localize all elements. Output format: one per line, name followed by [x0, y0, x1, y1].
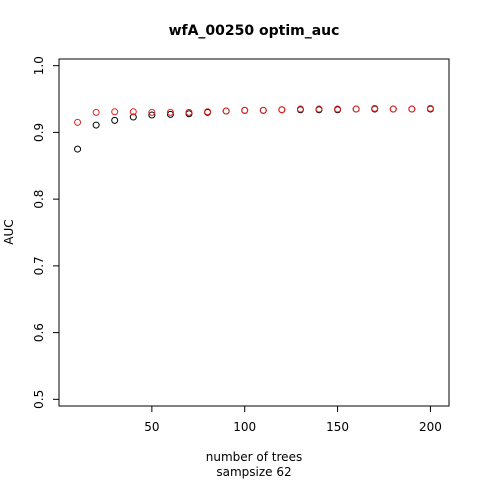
data-point-series-2: [371, 104, 379, 112]
x-axis-label: number of trees: [206, 450, 302, 464]
data-point-series-2: [296, 105, 304, 113]
y-tick-label: 0.7: [32, 256, 46, 275]
data-point-series-1: [74, 145, 82, 153]
data-point-series-2: [166, 108, 174, 116]
data-point-series-2: [259, 106, 267, 114]
x-axis-sublabel: sampsize 62: [216, 465, 291, 479]
y-tick-label: 0.6: [32, 323, 46, 342]
data-point-series-2: [352, 105, 360, 113]
data-point-series-2: [315, 105, 323, 113]
x-axis: 50 100 150 200: [144, 406, 442, 434]
x-tick-label: 200: [419, 420, 442, 434]
x-tick-label: 150: [326, 420, 349, 434]
data-point-series-2: [426, 104, 434, 112]
data-point-series-1: [129, 113, 137, 121]
data-point-series-2: [185, 108, 193, 116]
x-tick-label: 100: [233, 420, 256, 434]
data-point-series-2: [92, 108, 100, 116]
data-points: [74, 104, 434, 153]
data-point-series-2: [408, 105, 416, 113]
data-point-series-1: [166, 110, 174, 118]
data-point-series-2: [148, 108, 156, 116]
y-tick-label: 0.8: [32, 190, 46, 209]
y-axis: 0.5 0.6 0.7 0.8 0.9 1.0: [32, 56, 59, 409]
chart-title: wfA_00250 optim_auc: [169, 23, 340, 39]
y-axis-label: AUC: [2, 219, 16, 244]
data-point-series-2: [74, 118, 82, 126]
y-tick-label: 0.5: [32, 390, 46, 409]
data-point-series-2: [334, 105, 342, 113]
data-point-series-1: [111, 116, 119, 124]
data-point-series-2: [111, 108, 119, 116]
plot-frame: [58, 58, 450, 407]
data-point-series-2: [241, 106, 249, 114]
data-point-series-2: [222, 107, 230, 115]
data-point-series-2: [389, 105, 397, 113]
data-point-series-1: [92, 121, 100, 129]
data-point-series-2: [204, 108, 212, 116]
data-point-series-2: [129, 108, 137, 116]
x-tick-label: 50: [144, 420, 159, 434]
data-point-series-1: [148, 111, 156, 119]
y-tick-label: 1.0: [32, 56, 46, 75]
data-point-series-2: [278, 106, 286, 114]
y-tick-label: 0.9: [32, 123, 46, 142]
